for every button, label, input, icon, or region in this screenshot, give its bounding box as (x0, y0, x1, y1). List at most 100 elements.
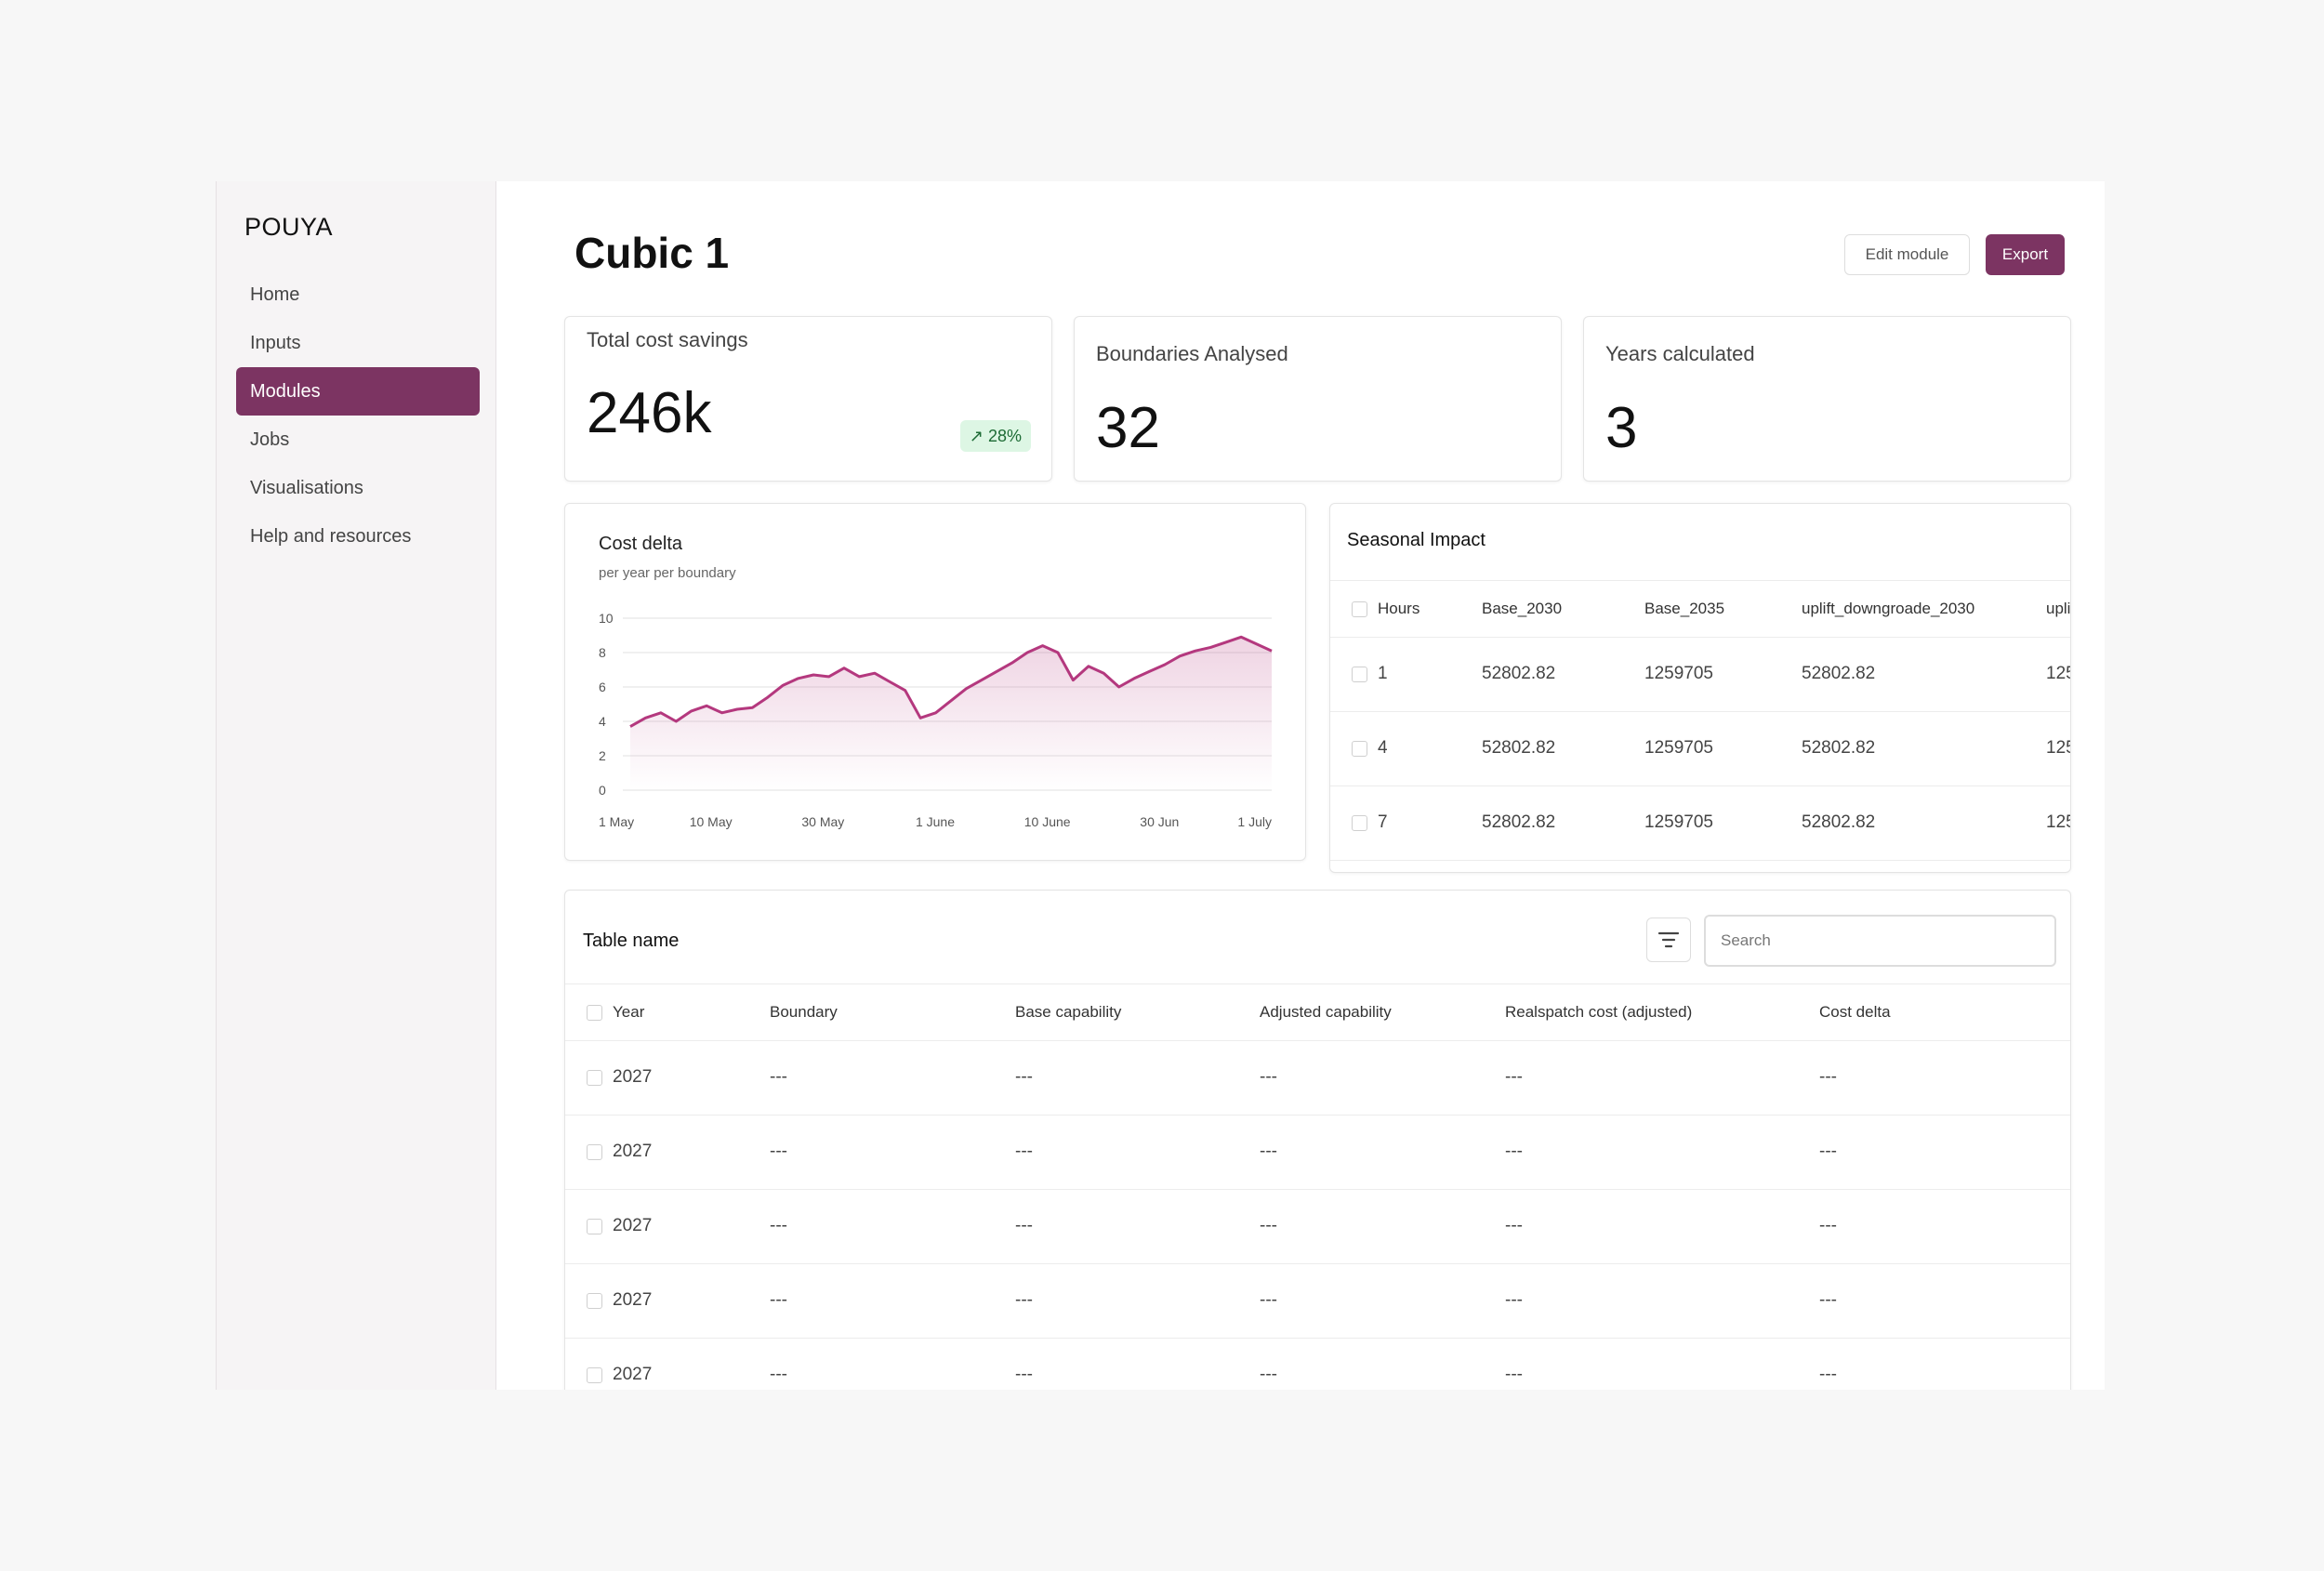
column-header[interactable]: Boundary (770, 1003, 838, 1021)
row-checkbox[interactable] (587, 1293, 602, 1309)
filter-button[interactable] (1646, 918, 1691, 962)
table-cell: 52802.82 (1482, 812, 1556, 832)
table-cell: --- (1819, 1216, 1837, 1235)
table-cell: 1259705 (2046, 738, 2070, 758)
stat-card-total-cost-savings: Total cost savings 246k ↗ 28% (564, 316, 1052, 482)
table-cell: 52802.82 (1482, 664, 1556, 683)
chart-title: Cost delta (599, 534, 683, 554)
stat-label: Boundaries Analysed (1096, 342, 1288, 365)
table-cell: --- (1505, 1216, 1523, 1235)
table-cell: 52802.82 (1802, 664, 1876, 683)
row-checkbox[interactable] (587, 1367, 602, 1383)
table-cell: 1 (1378, 664, 1388, 683)
table-row[interactable]: 2027 --- --- --- --- --- (565, 1041, 2070, 1116)
column-header[interactable]: Base_2030 (1482, 600, 1563, 617)
seasonal-impact-title: Seasonal Impact (1347, 530, 1486, 550)
table-cell: 2027 (613, 1067, 653, 1087)
x-tick-label: 10 June (1024, 814, 1071, 829)
x-tick-label: 10 May (690, 814, 733, 829)
stat-label: Years calculated (1605, 342, 1755, 365)
table-cell: --- (1260, 1290, 1277, 1310)
sidebar-item-help[interactable]: Help and resources (250, 526, 412, 547)
row-checkbox[interactable] (1352, 815, 1367, 831)
table-cell: 1259705 (2046, 664, 2070, 683)
column-header[interactable]: uplift_downgroade_2030 (1802, 600, 1975, 617)
x-tick-label: 1 June (916, 814, 955, 829)
table-cell: 1259705 (2046, 812, 2070, 832)
trend-badge-value: 28% (987, 427, 1022, 445)
stat-value: 3 (1605, 396, 1638, 460)
table-row[interactable]: 2027 --- --- --- --- --- (565, 1116, 2070, 1190)
row-checkbox[interactable] (587, 1070, 602, 1086)
chart-line (629, 635, 1273, 728)
stat-label: Total cost savings (587, 328, 748, 351)
y-tick-label: 4 (599, 714, 606, 729)
filter-icon (1657, 931, 1680, 948)
row-checkbox[interactable] (587, 1219, 602, 1234)
column-header[interactable]: Realspatch cost (adjusted) (1505, 1003, 1693, 1021)
table-row[interactable]: 2027 --- --- --- --- --- (565, 1190, 2070, 1264)
row-checkbox[interactable] (1352, 667, 1367, 682)
table-cell: --- (1015, 1142, 1033, 1161)
export-button[interactable]: Export (1986, 234, 2065, 275)
table-cell: --- (1505, 1067, 1523, 1087)
column-header[interactable]: Base capability (1015, 1003, 1122, 1021)
table-cell: --- (1015, 1290, 1033, 1310)
stat-card-boundaries-analysed: Boundaries Analysed 32 (1074, 316, 1562, 482)
table-cell: --- (770, 1290, 787, 1310)
select-all-checkbox[interactable] (1352, 601, 1367, 617)
y-tick-label: 6 (599, 680, 606, 694)
chart-area (630, 637, 1272, 790)
search-input[interactable] (1704, 915, 2056, 967)
table-row[interactable]: 4 52802.82 1259705 52802.82 1259705 (1330, 712, 2070, 786)
x-tick-label: 30 Jun (1140, 814, 1179, 829)
main-content: Cubic 1 Edit module Export Total cost sa… (496, 181, 2105, 1390)
cost-delta-chart: 0 2 4 6 8 10 1 May 10 May 30 May 1 June 10 June 30… (599, 611, 1273, 829)
table-cell: --- (1819, 1067, 1837, 1087)
table-cell: --- (1505, 1142, 1523, 1161)
row-checkbox[interactable] (1352, 741, 1367, 757)
sidebar-item-home[interactable]: Home (250, 284, 300, 305)
table-row[interactable]: 1 52802.82 1259705 52802.82 1259705 (1330, 638, 2070, 712)
table-cell: --- (1015, 1365, 1033, 1384)
table-cell: --- (1260, 1365, 1277, 1384)
table-row[interactable]: 2027 --- --- --- --- --- (565, 1339, 2070, 1390)
table-cell: 2027 (613, 1290, 653, 1310)
table-cell: 1259705 (1644, 812, 1713, 832)
table-row[interactable]: 2027 --- --- --- --- --- (565, 1264, 2070, 1339)
table-cell: --- (1819, 1290, 1837, 1310)
column-header[interactable]: Base_2035 (1644, 600, 1725, 617)
table-cell: --- (1015, 1216, 1033, 1235)
table-cell: --- (1260, 1067, 1277, 1087)
app-logo: POUYA (244, 213, 334, 241)
table-cell: --- (1015, 1067, 1033, 1087)
column-header[interactable]: uplift_downgroade_2035 (2046, 600, 2071, 617)
table-row[interactable]: 7 52802.82 1259705 52802.82 1259705 (1330, 786, 2070, 861)
sidebar-item-jobs[interactable]: Jobs (250, 429, 290, 450)
row-checkbox[interactable] (587, 1144, 602, 1160)
seasonal-header-row: Hours Base_2030 Base_2035 uplift_downgro… (1330, 580, 2070, 638)
table-cell: 7 (1378, 812, 1388, 832)
sidebar-item-inputs[interactable]: Inputs (250, 333, 301, 353)
arrow-up-right-icon: ↗ (969, 427, 984, 445)
stat-card-years-calculated: Years calculated 3 (1583, 316, 2071, 482)
x-tick-label: 30 May (801, 814, 844, 829)
table-cell: 1259705 (1644, 738, 1713, 758)
column-header[interactable]: Cost delta (1819, 1003, 1891, 1021)
edit-module-button[interactable]: Edit module (1844, 234, 1970, 275)
table-cell: 1259705 (1644, 664, 1713, 683)
table-title: Table name (583, 931, 680, 951)
x-tick-label: 1 May (599, 814, 634, 829)
table-cell: 2027 (613, 1216, 653, 1235)
sidebar-item-visualisations[interactable]: Visualisations (250, 478, 363, 498)
table-cell: 52802.82 (1802, 812, 1876, 832)
table-cell: 2027 (613, 1365, 653, 1384)
table-cell: --- (770, 1365, 787, 1384)
stat-value: 32 (1096, 396, 1160, 460)
sidebar-item-modules[interactable]: Modules (236, 367, 480, 416)
column-header[interactable]: Hours (1378, 600, 1420, 617)
column-header[interactable]: Year (613, 1003, 645, 1021)
table-header-row: Year Boundary Base capability Adjusted c… (565, 984, 2070, 1041)
select-all-checkbox[interactable] (587, 1005, 602, 1021)
column-header[interactable]: Adjusted capability (1260, 1003, 1392, 1021)
